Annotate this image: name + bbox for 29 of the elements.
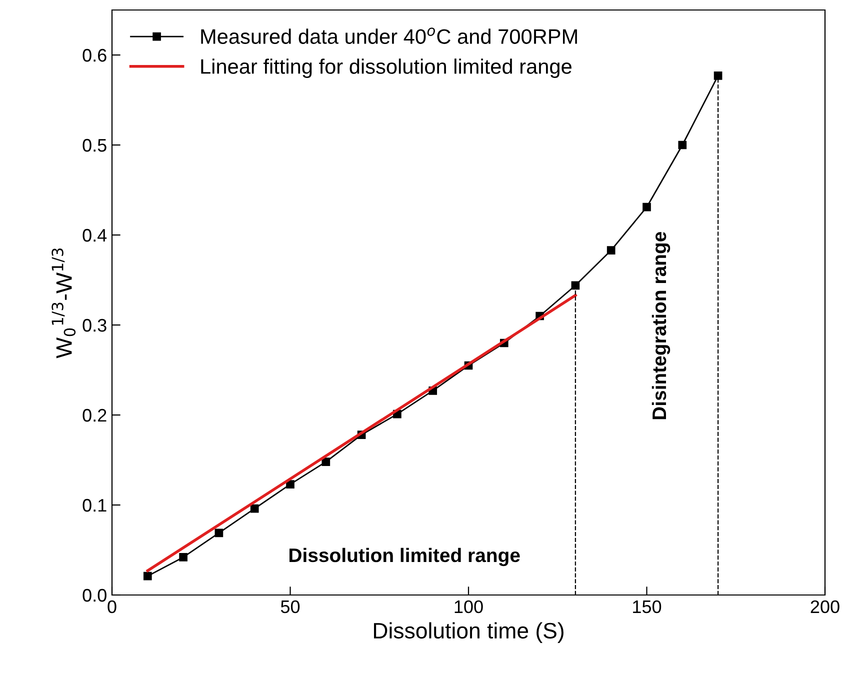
annotation: Disintegration range (652, 232, 670, 420)
point (322, 458, 330, 466)
point (250, 504, 259, 513)
y-tick-label: 0.5 (82, 138, 106, 152)
y-tick-label: 0.6 (82, 48, 106, 62)
legend-label: Linear fitting for dissolution limited range (201, 58, 572, 78)
legend-label: Measured data under 40$^{o}$C and 700RPM (201, 28, 577, 44)
x-tick-label: 50 (280, 600, 300, 614)
point (143, 572, 152, 580)
point (714, 72, 722, 80)
point (179, 553, 188, 562)
point (286, 480, 294, 488)
x-tick-label: 200 (810, 600, 840, 614)
y-tick-label: 0.2 (82, 408, 106, 422)
point (678, 140, 687, 150)
y-tick-label: 0.1 (82, 498, 106, 512)
x-tick-label: 150 (633, 600, 662, 614)
point (571, 281, 580, 290)
y-tick-label: 0.0 (82, 588, 106, 602)
y-axis-title: W$_{0}$$^{1/3}$-W$^{1/3}$ (52, 248, 76, 358)
point (606, 246, 616, 254)
point (642, 202, 651, 212)
x-axis-title: Dissolution time (S) (374, 622, 564, 643)
point (214, 528, 224, 538)
y-tick-label: 0.3 (82, 318, 106, 332)
annotation: Dissolution limited range (290, 548, 520, 566)
x-tick-label: 100 (454, 600, 483, 614)
y-tick-label: 0.4 (82, 228, 107, 242)
x-tick-label: 0 (108, 600, 116, 614)
